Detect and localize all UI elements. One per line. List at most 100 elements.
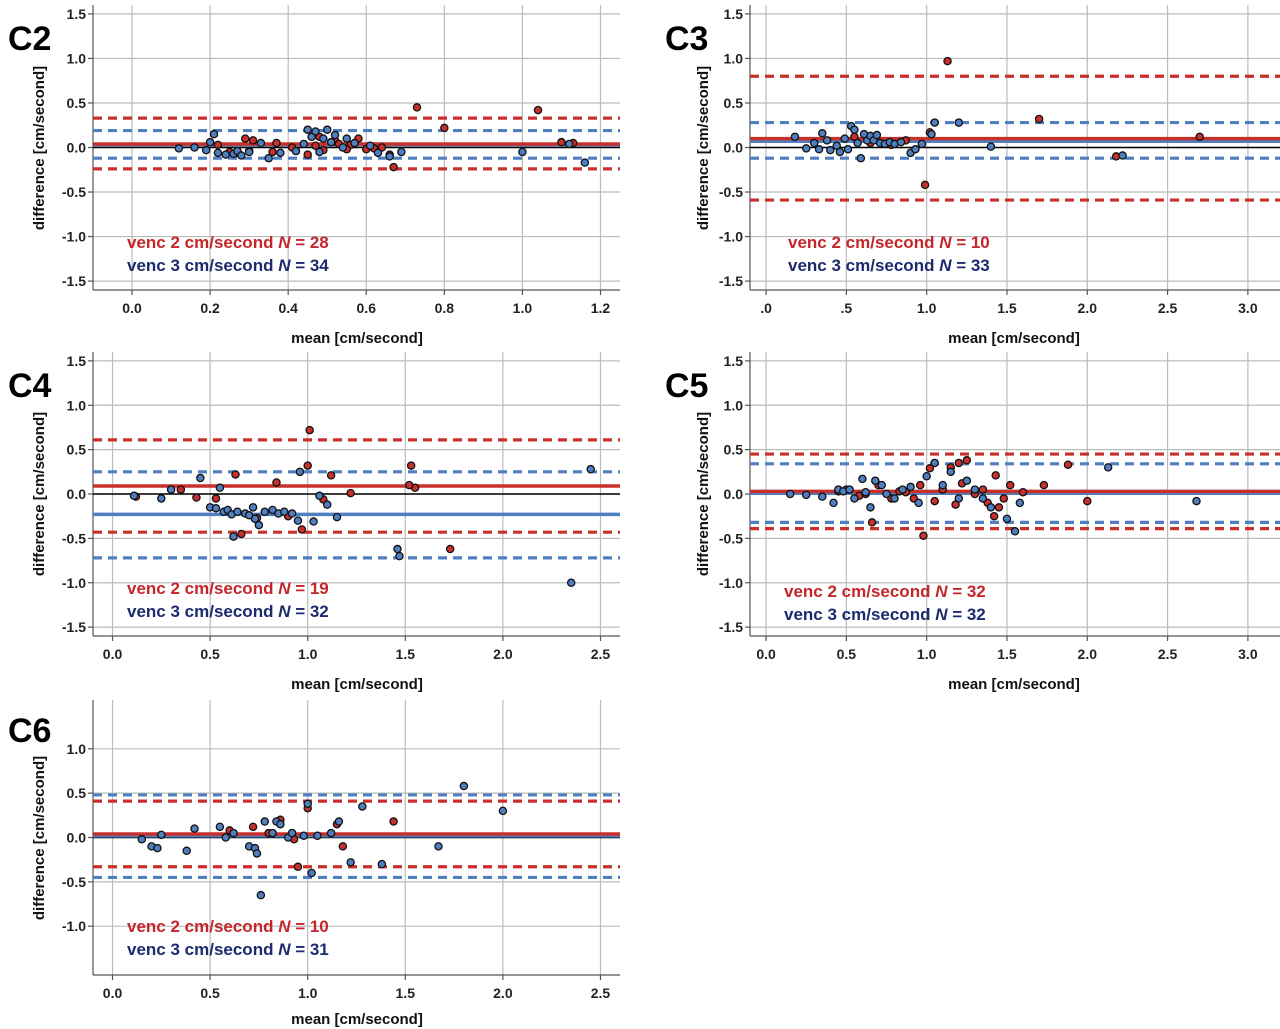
venc3-point — [299, 831, 309, 840]
x-tick-label: 0.2 — [200, 300, 220, 316]
y-tick-label: -1.5 — [719, 273, 743, 289]
y-tick-label: 0.0 — [724, 486, 744, 502]
venc2-point — [1063, 460, 1073, 469]
x-tick-label: 2.0 — [1078, 300, 1098, 316]
legend-n-value: = 28 — [290, 233, 328, 252]
legend-prefix: venc 2 cm/second — [127, 233, 278, 252]
venc3-point — [233, 507, 242, 516]
venc2-point — [991, 471, 1000, 480]
venc3-point — [866, 503, 875, 512]
venc3-point — [801, 490, 811, 500]
legend-n-value: = 10 — [290, 917, 328, 936]
venc3-point — [211, 503, 221, 513]
x-tick-label: 2.5 — [1158, 646, 1178, 662]
venc3-point — [565, 139, 574, 149]
venc2-point — [925, 464, 935, 473]
y-tick-label: -1.5 — [62, 619, 86, 635]
venc3-point — [586, 464, 595, 474]
x-axis-label: mean [cm/second] — [291, 676, 423, 693]
venc3-point — [890, 494, 899, 503]
venc3-point — [845, 485, 854, 494]
panel-c4: 0.0 0.5 1.0 1.5 2.0 2.5 1.5 1.0 0.5 0.0 -0.5 -1.0 -1… — [8, 352, 620, 693]
venc2-point — [311, 141, 320, 150]
venc3-point — [260, 817, 270, 826]
venc3-point — [871, 476, 880, 485]
y-tick-label: 0.0 — [67, 830, 87, 846]
venc2-point — [404, 480, 414, 490]
x-tick-label: 3.0 — [1238, 646, 1258, 662]
venc3-point — [459, 781, 469, 791]
venc2-point — [326, 471, 336, 480]
x-tick-label: 0.0 — [122, 300, 142, 316]
y-tick-label: -1.5 — [719, 619, 743, 635]
legend-venc2: venc 2 cm/second N = 19 — [127, 579, 329, 598]
venc3-point — [917, 139, 927, 149]
legend-n-symbol: N — [939, 233, 952, 252]
venc2-point — [1018, 487, 1028, 497]
x-tick-label: 0.0 — [103, 985, 123, 1001]
venc3-point — [309, 517, 318, 526]
x-tick-label: 1.5 — [396, 646, 416, 662]
venc3-point — [790, 132, 800, 142]
venc3-point — [256, 138, 266, 148]
panel-label: C6 — [8, 712, 51, 750]
venc3-point — [338, 143, 348, 152]
venc3-point — [850, 125, 859, 134]
venc3-point — [311, 127, 320, 136]
venc3-point — [201, 145, 211, 155]
venc3-point — [938, 480, 947, 490]
venc2-point — [305, 425, 314, 435]
legend-prefix: venc 3 cm/second — [784, 605, 935, 624]
venc3-point — [303, 799, 312, 809]
venc3-point — [350, 138, 359, 148]
venc3-point — [809, 138, 819, 148]
venc3-point — [287, 509, 297, 518]
legend-venc3: venc 3 cm/second N = 32 — [784, 605, 986, 624]
venc3-point — [293, 516, 303, 525]
venc3-point — [303, 125, 312, 134]
venc3-point — [313, 831, 322, 840]
venc3-point — [858, 474, 867, 484]
venc2-point — [406, 461, 416, 470]
y-axis-label: difference [cm/second] — [695, 412, 712, 576]
venc3-point — [326, 137, 336, 147]
y-tick-label: 0.0 — [67, 486, 87, 502]
venc3-point — [174, 144, 184, 153]
x-tick-label: 1.0 — [917, 646, 937, 662]
venc2-point — [293, 862, 303, 872]
x-tick-label: 2.0 — [493, 646, 513, 662]
venc2-point — [440, 123, 449, 133]
legend-venc2: venc 2 cm/second N = 10 — [127, 917, 329, 936]
venc3-point — [882, 489, 891, 499]
venc3-point — [157, 830, 166, 840]
venc3-point — [1192, 496, 1201, 506]
legend-n-value: = 33 — [951, 256, 989, 275]
y-tick-label: 1.5 — [67, 353, 87, 369]
y-tick-label: 1.0 — [67, 397, 87, 413]
venc3-point — [826, 145, 835, 155]
venc3-point — [395, 551, 404, 561]
venc3-point — [322, 500, 332, 509]
venc2-point — [994, 503, 1004, 512]
legend-venc2: venc 2 cm/second N = 28 — [127, 233, 329, 252]
legend-prefix: venc 2 cm/second — [788, 233, 939, 252]
venc3-point — [566, 578, 576, 588]
venc3-point — [250, 514, 260, 524]
venc3-point — [221, 150, 230, 159]
legend-prefix: venc 3 cm/second — [127, 256, 278, 275]
venc2-point — [962, 456, 972, 465]
legend-n-symbol: N — [935, 582, 948, 601]
venc2-point — [978, 485, 988, 494]
panel-c2: 0.0 0.2 0.4 0.6 0.8 1.0 1.2 1.5 1.0 0.5 0.0 -0.5 -1.… — [8, 5, 620, 347]
venc3-point — [856, 153, 866, 163]
x-tick-label: 1.5 — [997, 300, 1017, 316]
venc3-point — [1103, 463, 1113, 472]
y-axis-label: difference [cm/second] — [695, 66, 712, 230]
venc3-point — [299, 139, 309, 149]
venc3-point — [237, 151, 246, 160]
x-tick-label: 3.0 — [1238, 300, 1258, 316]
x-tick-label: 2.5 — [591, 646, 611, 662]
venc2-point — [248, 822, 258, 832]
legend-venc3: venc 3 cm/second N = 31 — [127, 940, 329, 959]
